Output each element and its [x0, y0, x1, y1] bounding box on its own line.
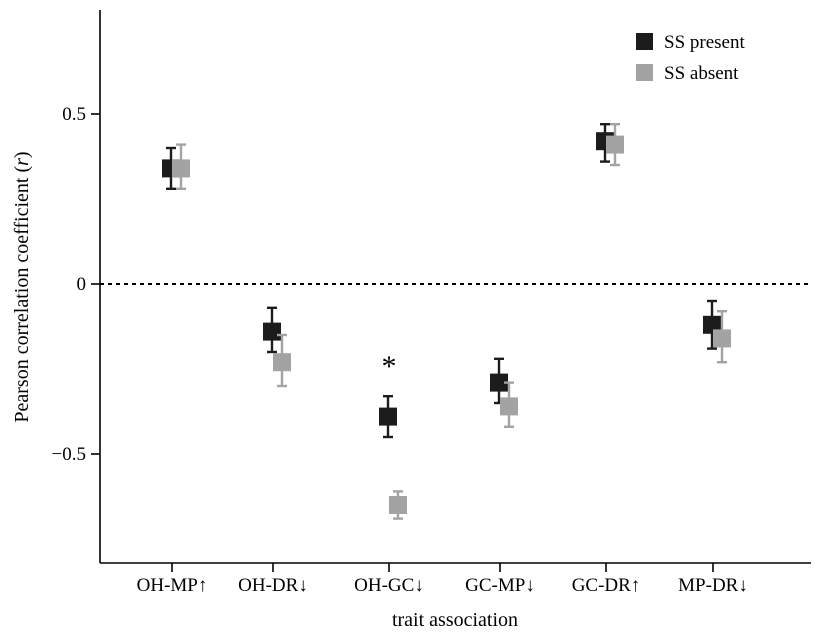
marker-ss-present-gc-mp	[490, 373, 508, 392]
marker-ss-present-oh-dr	[263, 322, 281, 341]
x-tick-label-gc-mp: GC-MP↓	[465, 575, 535, 596]
x-axis-label: trait association	[392, 609, 518, 631]
y-tick-label: 0.5	[62, 104, 86, 125]
legend-label-ss-present: SS present	[664, 32, 745, 53]
annotations: *	[382, 350, 397, 383]
x-tick-label-oh-dr: OH-DR↓	[238, 575, 308, 596]
marker-ss-present-mp-dr	[703, 315, 721, 334]
x-tick-label-oh-gc: OH-GC↓	[354, 575, 424, 596]
marker-ss-absent-oh-gc	[389, 496, 407, 514]
x-tick-label-oh-mp: OH-MP↑	[137, 575, 208, 596]
marker-ss-absent-oh-mp	[172, 159, 190, 178]
marker-ss-present-oh-gc	[379, 407, 397, 426]
marker-ss-absent-gc-dr	[606, 135, 624, 154]
marker-ss-absent-oh-dr	[273, 353, 291, 372]
legend: SS present SS absent	[636, 32, 745, 84]
marker-ss-absent-mp-dr	[713, 329, 731, 348]
plot-frame	[99, 10, 811, 564]
y-tick-label: −0.5	[52, 444, 86, 465]
legend-swatch-ss-absent	[636, 64, 653, 81]
significance-asterisk: *	[382, 350, 397, 383]
x-tick-label-mp-dr: MP-DR↓	[678, 575, 748, 596]
x-tick-label-gc-dr: GC-DR↑	[572, 575, 641, 596]
y-axis-label: Pearson correlation coefficient (r)	[11, 151, 33, 422]
data-marks	[162, 122, 731, 520]
legend-swatch-ss-present	[636, 33, 653, 50]
legend-label-ss-absent: SS absent	[664, 63, 739, 84]
x-axis-ticks: OH-MP↑ OH-DR↓ OH-GC↓ GC-MP↓ GC-DR↑ MP-DR↓	[137, 563, 748, 596]
y-axis-ticks: 0.5 0 −0.5	[52, 104, 100, 465]
marker-ss-absent-gc-mp	[500, 397, 518, 416]
y-tick-label: 0	[77, 274, 87, 295]
